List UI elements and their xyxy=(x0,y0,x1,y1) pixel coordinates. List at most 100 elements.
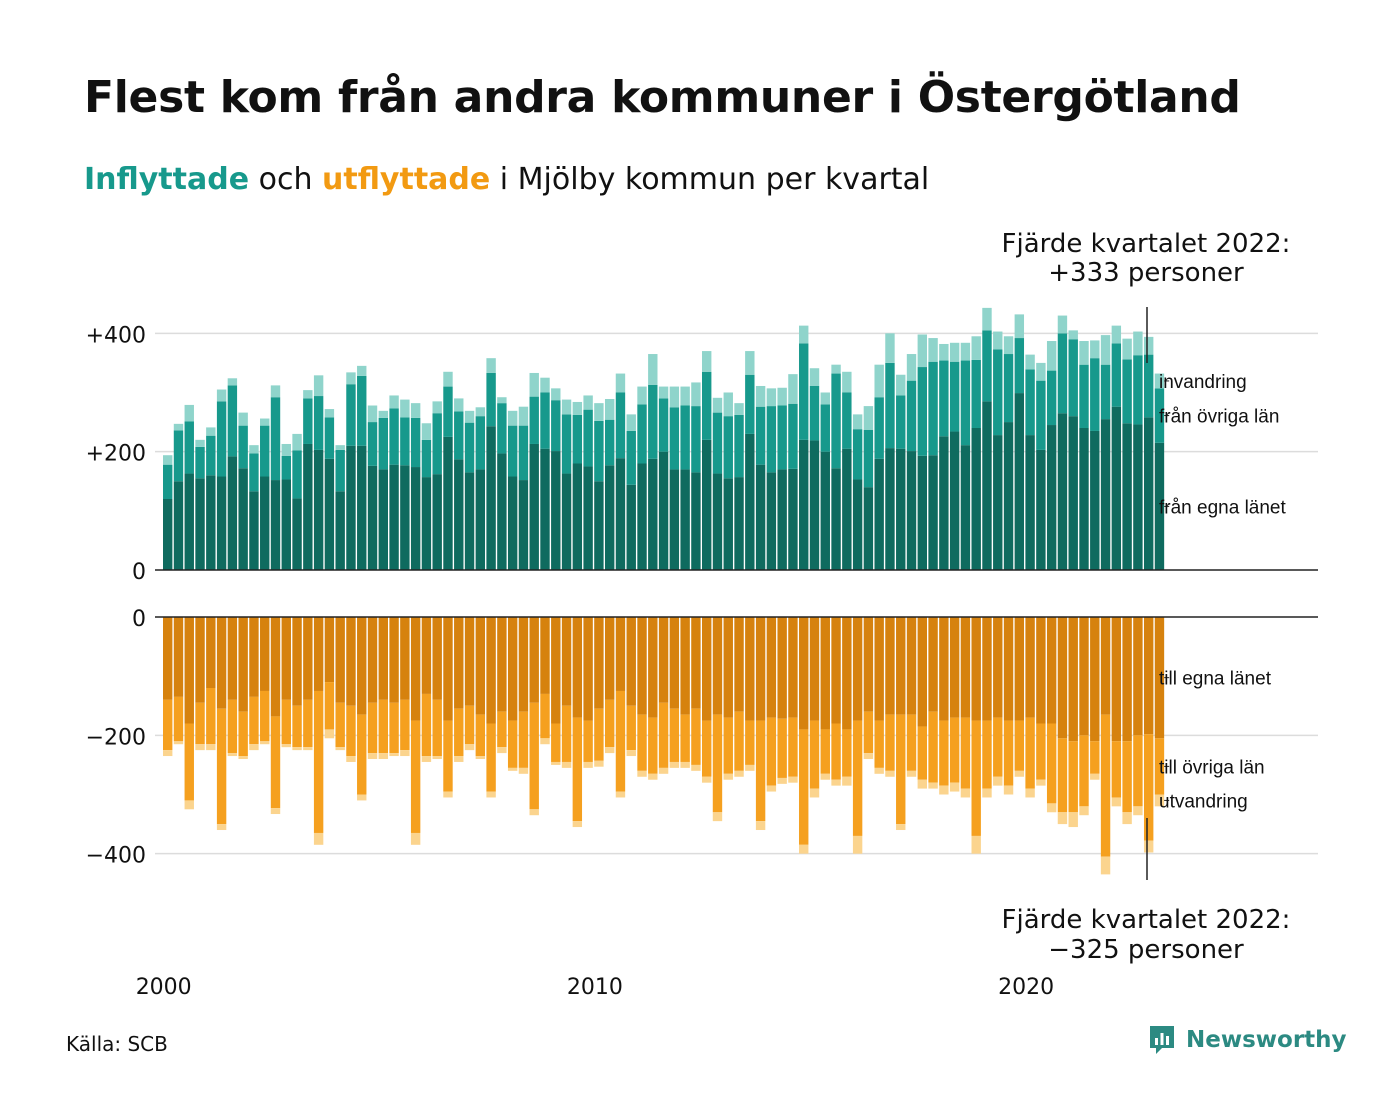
bottom-bar-segment xyxy=(809,720,820,789)
top-bar-segment xyxy=(691,406,701,473)
bottom-bar-segment xyxy=(313,690,324,833)
bottom-bar-segment xyxy=(820,729,830,774)
bottom-bar-segment xyxy=(475,756,486,760)
top-bar-segment xyxy=(1143,354,1154,418)
chart-title: Flest kom från andra kommuner i Östergöt… xyxy=(84,72,1241,123)
top-bar-segment xyxy=(1068,330,1078,340)
bottom-bar-segment xyxy=(346,617,356,706)
bottom-bar-segment xyxy=(206,617,216,689)
top-bar-segment xyxy=(1111,406,1122,570)
top-bar-segment xyxy=(1154,388,1165,443)
top-bar-segment xyxy=(357,445,367,570)
bottom-bar-segment xyxy=(497,617,507,712)
top-bar-segment xyxy=(971,359,981,428)
top-bar-segment xyxy=(432,474,442,570)
top-bar-segment xyxy=(270,385,281,398)
top-bar-segment xyxy=(1111,325,1122,344)
top-bar-segment xyxy=(486,358,496,373)
bottom-bar-segment xyxy=(529,702,539,810)
bottom-bar-segment xyxy=(809,617,820,721)
bottom-bar-segment xyxy=(389,753,399,757)
top-bar-segment xyxy=(906,451,917,570)
top-bar-segment xyxy=(809,440,820,570)
top-bar-segment xyxy=(960,342,971,361)
top-bar-segment xyxy=(324,417,335,459)
bottom-bar-segment xyxy=(939,617,949,721)
bottom-bar-segment xyxy=(486,617,496,724)
bottom-bar-segment xyxy=(518,711,529,768)
bottom-bar-segment xyxy=(1122,741,1132,813)
bottom-bar-segment xyxy=(443,720,453,792)
bottom-bar-segment xyxy=(745,764,755,771)
bottom-bar-segment xyxy=(454,617,464,709)
top-bar-segment xyxy=(680,386,690,406)
top-bar-segment xyxy=(184,421,194,474)
bottom-bar-segment xyxy=(206,744,216,751)
bottom-bar-segment xyxy=(949,617,960,718)
top-bar-segment xyxy=(529,372,539,397)
top-bar-segment xyxy=(777,387,787,406)
bottom-bar-segment xyxy=(1014,770,1025,777)
bottom-bar-segment xyxy=(712,714,723,813)
top-series-label: från egna länet xyxy=(1159,497,1286,518)
bottom-bar-segment xyxy=(1154,617,1165,739)
top-bar-segment xyxy=(928,338,938,362)
top-bar-segment xyxy=(1003,422,1014,570)
bottom-bar-segment xyxy=(184,617,194,724)
bottom-bar-segment xyxy=(324,729,335,739)
top-bar-segment xyxy=(896,374,906,396)
bottom-bar-segment xyxy=(357,617,367,715)
top-bar-segment xyxy=(507,425,518,477)
top-bar-segment xyxy=(1036,449,1046,570)
top-bar-segment xyxy=(281,455,291,480)
bottom-bar-segment xyxy=(303,747,313,751)
bottom-bar-segment xyxy=(669,761,680,768)
top-bar-segment xyxy=(658,398,669,452)
top-bar-segment xyxy=(755,464,766,570)
bottom-bar-segment xyxy=(270,617,281,717)
bottom-bar-segment xyxy=(626,750,636,757)
top-bar-segment xyxy=(572,463,583,570)
top-bar-segment xyxy=(497,403,507,454)
top-bar-segment xyxy=(734,414,744,478)
top-bar-segment xyxy=(809,368,820,386)
bottom-bar-segment xyxy=(1090,741,1100,774)
bottom-bar-segment xyxy=(745,720,755,765)
bottom-bar-segment xyxy=(184,723,194,801)
top-bar-segment xyxy=(486,426,496,570)
top-bar-segment xyxy=(896,448,906,570)
top-y-tick-label: 0 xyxy=(132,560,146,585)
top-bar-segment xyxy=(604,465,615,570)
bottom-bar-segment xyxy=(766,717,777,786)
top-bar-segment xyxy=(831,468,841,570)
top-bar-segment xyxy=(313,396,324,450)
bottom-bar-segment xyxy=(1100,856,1111,875)
top-bar-segment xyxy=(281,479,291,570)
bottom-bar-segment xyxy=(1154,738,1165,795)
top-bar-segment xyxy=(626,430,636,485)
top-bar-segment xyxy=(971,427,981,570)
bottom-bar-segment xyxy=(702,776,712,783)
bottom-bar-segment xyxy=(227,753,238,757)
bottom-bar-segment xyxy=(216,617,227,709)
bottom-bar-segment xyxy=(421,617,432,694)
top-bar-segment xyxy=(1025,354,1035,370)
top-bar-segment xyxy=(551,451,561,570)
top-bar-segment xyxy=(615,373,626,393)
top-bar-segment xyxy=(346,384,356,446)
top-bar-segment xyxy=(1100,335,1111,365)
top-series-label: invandring xyxy=(1159,372,1247,393)
top-bar-segment xyxy=(1025,369,1035,436)
bottom-bar-segment xyxy=(238,711,248,757)
bottom-bar-segment xyxy=(960,788,971,798)
bottom-bar-segment xyxy=(1036,723,1046,780)
bottom-series-label: till övriga län xyxy=(1159,757,1265,778)
bottom-bar-segment xyxy=(734,711,744,771)
top-bar-segment xyxy=(367,422,378,466)
bottom-bar-segment xyxy=(357,794,367,801)
top-bar-segment xyxy=(249,491,259,570)
top-bar-segment xyxy=(831,373,841,469)
bottom-bar-segment xyxy=(270,716,281,809)
top-bar-segment xyxy=(702,371,712,440)
